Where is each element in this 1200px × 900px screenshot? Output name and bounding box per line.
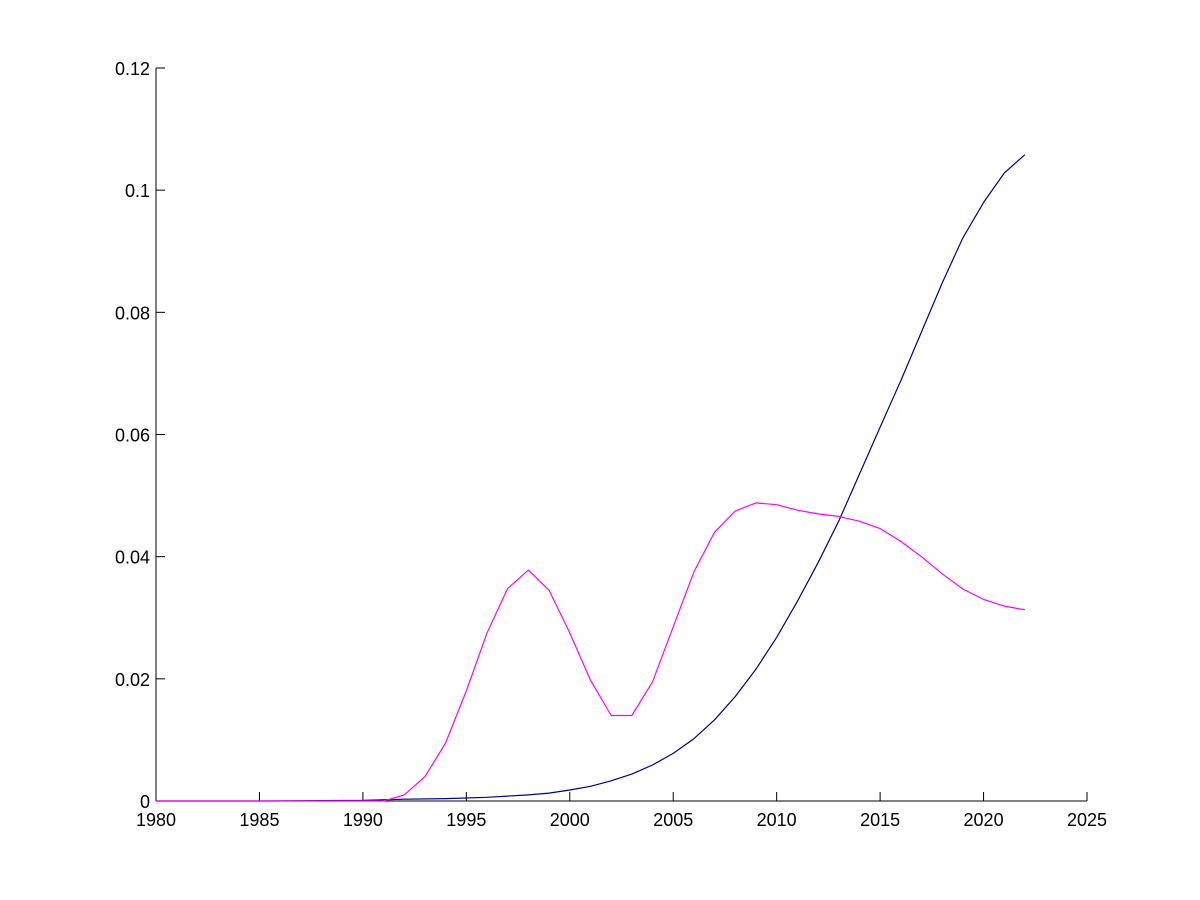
x-tick-label: 2025 <box>1067 810 1107 830</box>
x-tick-label: 1980 <box>136 810 176 830</box>
series-line-1 <box>156 154 1026 802</box>
x-tick-label: 2015 <box>860 810 900 830</box>
series-line-2 <box>156 502 1026 802</box>
y-tick-label: 0.02 <box>115 670 150 690</box>
y-tick-label: 0.08 <box>115 303 150 323</box>
y-tick-label: 0 <box>140 792 150 812</box>
x-tick-label: 2005 <box>653 810 693 830</box>
y-tick-label: 0.1 <box>125 181 150 201</box>
series-layer <box>156 154 1026 802</box>
x-tick-label: 1985 <box>239 810 279 830</box>
y-tick-label: 0.12 <box>115 59 150 79</box>
x-axis-ticks: 1980 1985 1990 1995 2000 2005 2010 2015 2020 2025 <box>136 792 1107 830</box>
x-tick-label: 1995 <box>446 810 486 830</box>
y-axis-ticks: 0 0.02 0.04 0.06 0.08 0.1 0.12 <box>115 59 165 812</box>
y-tick-label: 0.04 <box>115 548 150 568</box>
x-tick-label: 1990 <box>343 810 383 830</box>
x-tick-label: 2010 <box>757 810 797 830</box>
x-tick-label: 2020 <box>964 810 1004 830</box>
x-tick-label: 2000 <box>550 810 590 830</box>
chart-axes <box>155 68 1087 802</box>
y-tick-label: 0.06 <box>115 426 150 446</box>
